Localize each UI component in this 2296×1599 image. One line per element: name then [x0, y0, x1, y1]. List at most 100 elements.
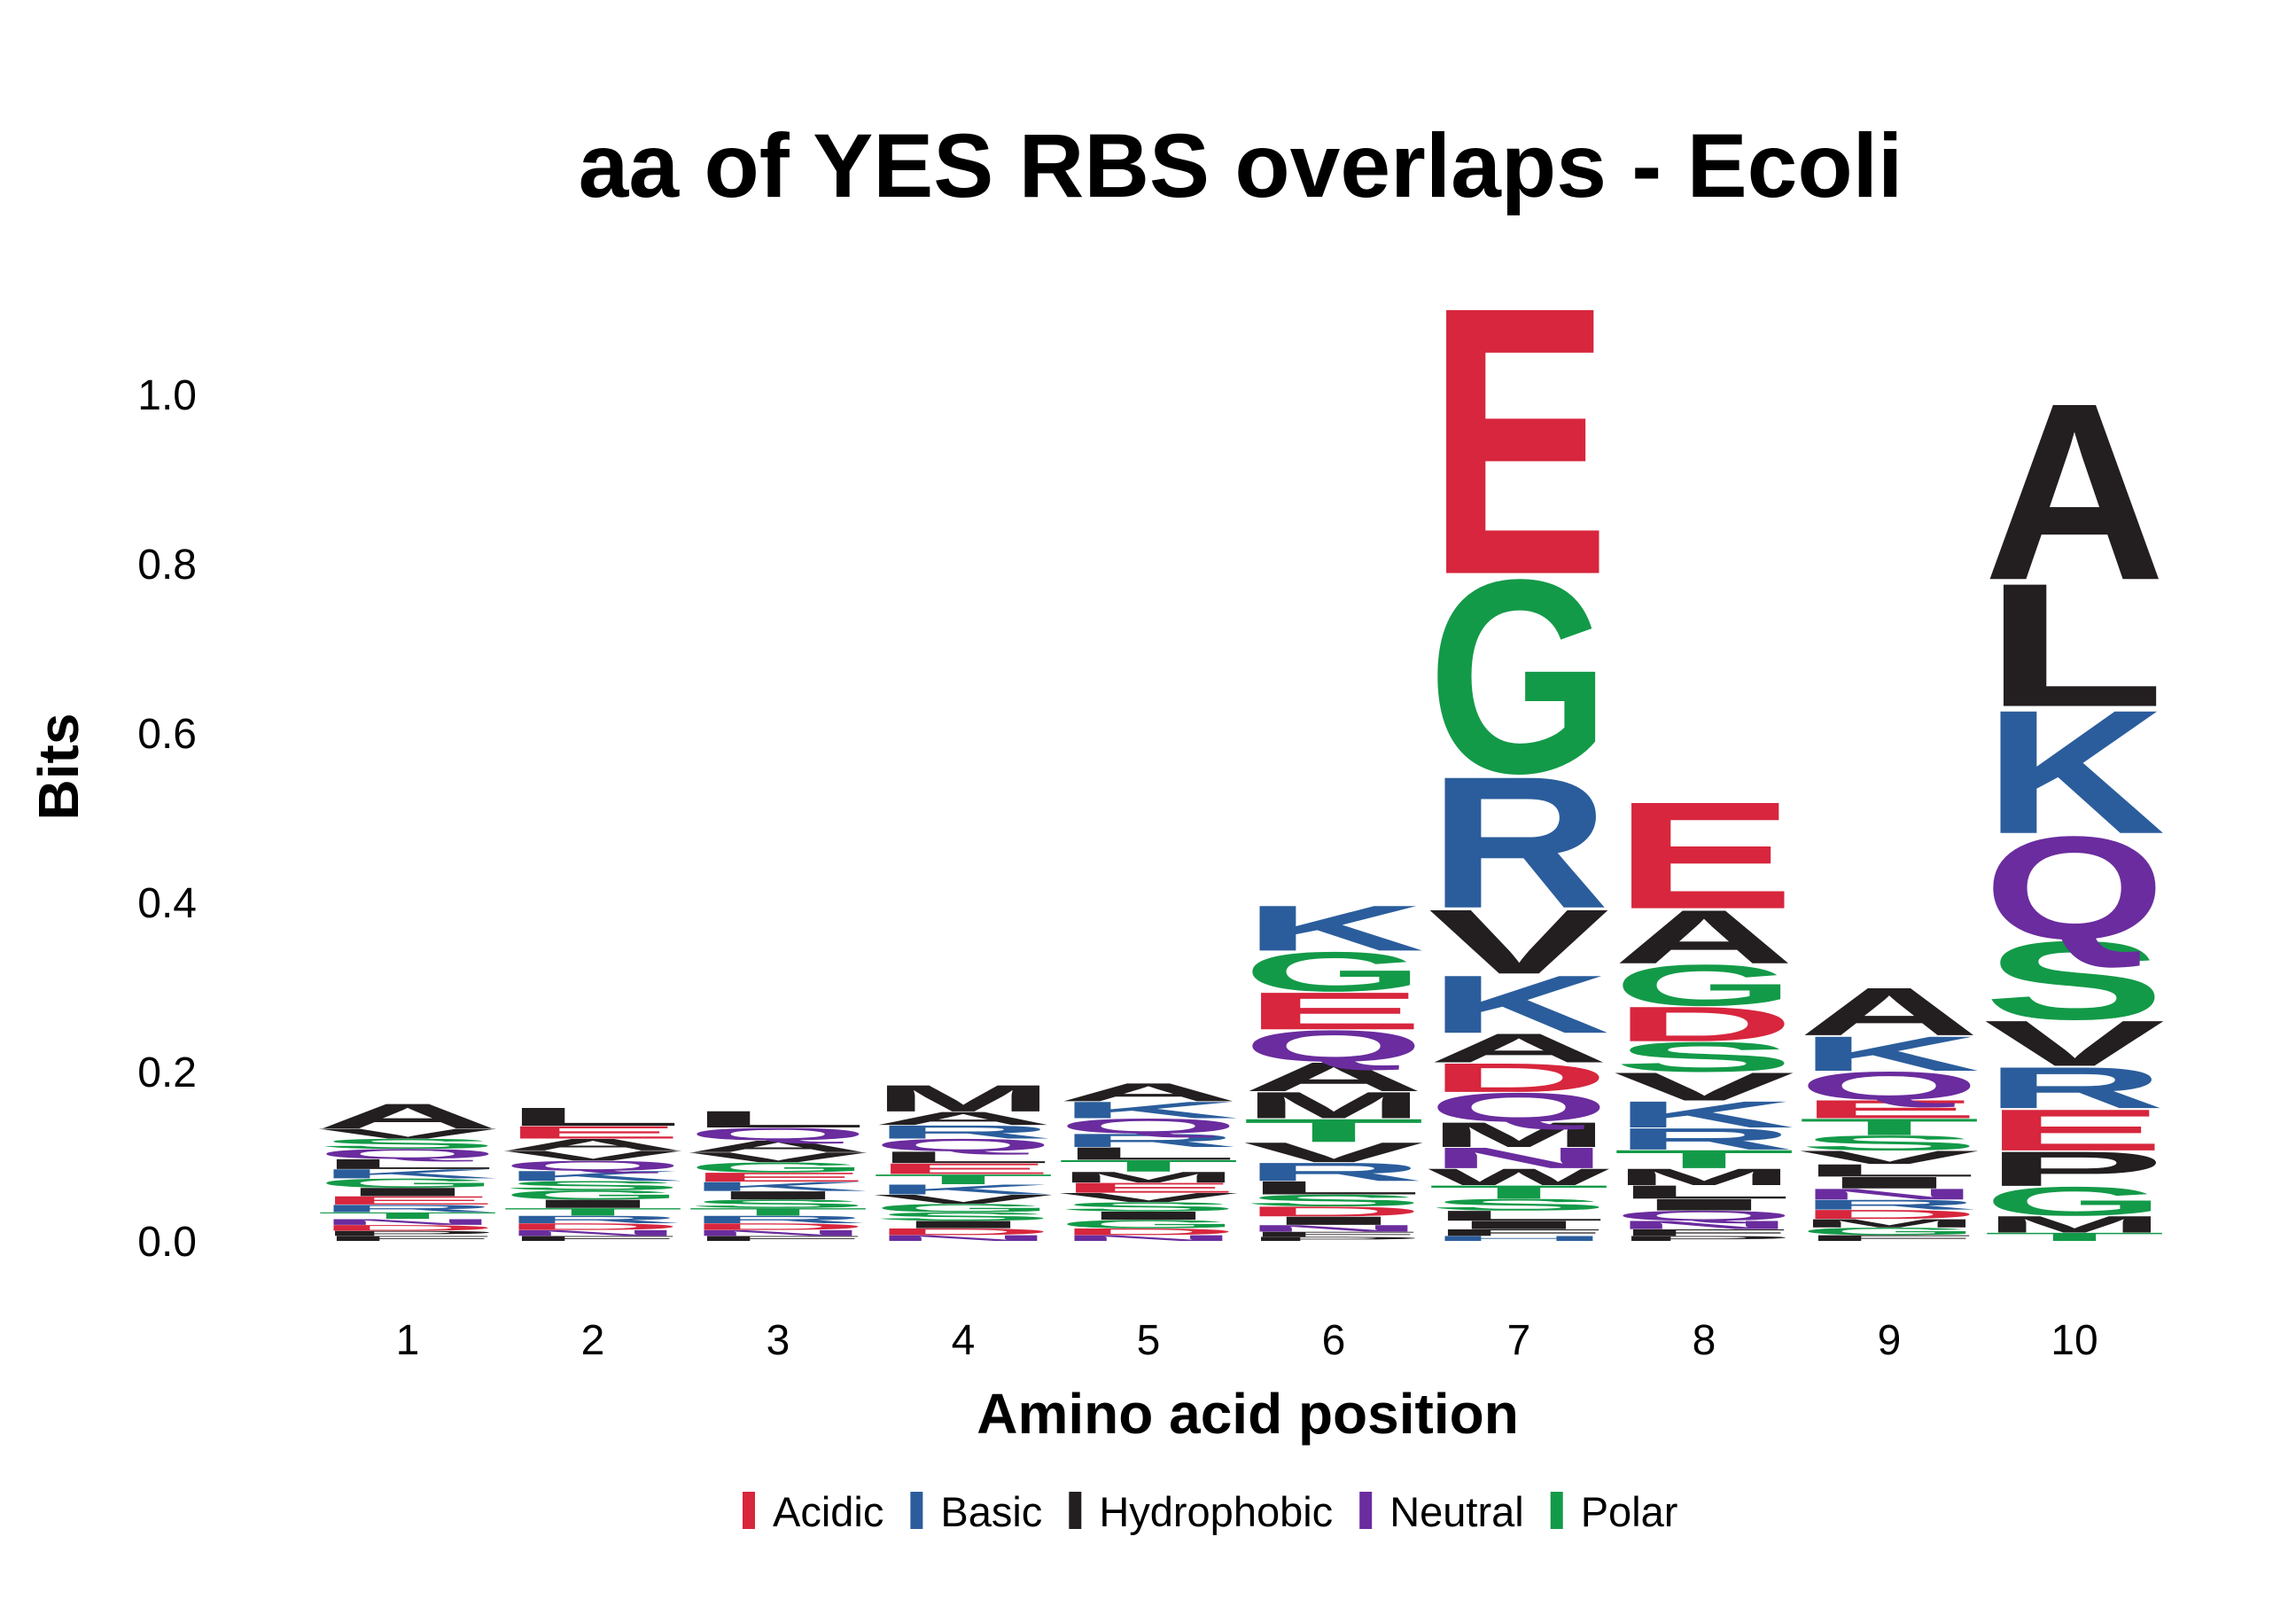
y-axis-title: Bits	[27, 714, 90, 821]
logo-letter: I	[688, 1189, 869, 1202]
logo-letter: P	[1243, 1236, 1425, 1242]
legend-swatch	[1550, 1492, 1563, 1529]
logo-letter: R	[873, 1121, 1055, 1143]
logo-letter: S	[1243, 1191, 1425, 1210]
logo-letter: E	[1058, 1180, 1240, 1196]
x-tick-label: 5	[1137, 1317, 1161, 1364]
logo-letter: M	[873, 1078, 1055, 1119]
logo-letter: S	[1428, 1196, 1610, 1214]
logo-letter: N	[688, 1228, 869, 1237]
logo-letter: G	[502, 1188, 684, 1202]
logo-letter: Q	[1614, 1208, 1795, 1224]
logo-letter: D	[1243, 1204, 1425, 1220]
logo-letter: K	[1614, 1094, 1795, 1135]
logo-letter: T	[1984, 1230, 2166, 1244]
logo-letter: L	[1428, 1208, 1610, 1224]
logo-letter: S	[688, 1197, 869, 1211]
logo-letter: S	[873, 1210, 1055, 1223]
logo-letter: R	[1058, 1130, 1240, 1151]
logo-letter: D	[502, 1221, 684, 1232]
x-tick-label: 1	[396, 1317, 420, 1364]
logo-letter: V	[317, 1126, 499, 1142]
logo-letter: M	[1984, 1212, 2166, 1238]
legend-item: Hydrophobic	[1069, 1488, 1333, 1535]
logo-letter: A	[1614, 894, 1795, 979]
logo-letter: T	[1614, 1145, 1795, 1174]
x-tick-label: 10	[2051, 1317, 2098, 1364]
logo-letter: G	[317, 1176, 499, 1190]
logo-letter: G	[873, 1202, 1055, 1215]
logo-letter: M	[1614, 1164, 1795, 1190]
logo-letter: R	[1799, 1197, 1981, 1213]
logo-letter: F	[317, 1235, 499, 1243]
legend-label: Hydrophobic	[1099, 1488, 1333, 1535]
legend: Acidic Basic Hydrophobic Neutral Polar	[743, 1488, 1677, 1535]
logo-letter: K	[1984, 673, 2166, 870]
logo-letter: N	[1428, 1142, 1610, 1174]
logo-letter: A	[1984, 351, 2166, 634]
legend-item: Acidic	[743, 1488, 883, 1535]
logo-letter: A	[502, 1135, 684, 1154]
logo-letter: T	[1243, 1112, 1425, 1150]
y-tick-label: 0.8	[137, 542, 197, 589]
logo-letter: F	[1799, 1234, 1981, 1243]
logo-letter: M	[1058, 1168, 1240, 1185]
logo-letter: D	[1799, 1207, 1981, 1221]
logo-letter: Q	[1058, 1114, 1240, 1138]
logo-letter: A	[688, 1137, 869, 1156]
legend-item: Neutral	[1359, 1488, 1524, 1535]
legend-swatch	[1359, 1492, 1373, 1529]
logo-letter: F	[1614, 1228, 1795, 1238]
logo-letter: V	[1799, 1147, 1981, 1168]
logo-letter: Q	[873, 1135, 1055, 1155]
logo-letter: V	[688, 1150, 869, 1166]
logo-letter: Q	[317, 1146, 499, 1162]
logo-letter: Q	[1428, 1085, 1610, 1131]
logo-letter: Q	[1984, 806, 2166, 970]
y-tick-label: 0.4	[137, 880, 197, 927]
logo-letter: R	[688, 1213, 869, 1225]
y-tick-label: 1.0	[137, 372, 197, 419]
logo-letter: K	[1799, 1026, 1981, 1081]
logo-letter: S	[1058, 1199, 1240, 1213]
logo-letter: L	[317, 1156, 499, 1172]
logo-letter: S	[1984, 918, 2166, 1043]
logo-letter: R	[1614, 1122, 1795, 1157]
logo-letter: M	[1243, 1084, 1425, 1126]
logo-letter: E	[502, 1123, 684, 1143]
logo-letter: E	[688, 1170, 869, 1184]
logo-letter: T	[1428, 1182, 1610, 1203]
logo-letter: S	[1799, 1131, 1981, 1155]
x-tick-label: 7	[1507, 1317, 1531, 1364]
logo-letter: T	[688, 1206, 869, 1218]
logo-letter: T	[873, 1172, 1055, 1188]
logo-letter: V	[1984, 1008, 2166, 1080]
logo-letter: I	[873, 1219, 1055, 1230]
logo-letter: D	[688, 1221, 869, 1232]
logo-letter: G	[1984, 1179, 2166, 1225]
logo-letter: R	[1428, 737, 1610, 948]
logo-letter: P	[317, 1229, 499, 1237]
legend-swatch	[1069, 1492, 1082, 1529]
logo-letter: L	[1984, 547, 2166, 744]
logo-letter: I	[1428, 1219, 1610, 1232]
logo-letter: R	[1984, 1055, 2166, 1120]
chart-title: aa of YES RBS overlaps - Ecoli	[579, 115, 1903, 216]
logo-letter: S	[317, 1136, 499, 1152]
logo-letter: L	[873, 1148, 1055, 1166]
logo-letter: N	[502, 1228, 684, 1237]
logo-letter: K	[688, 1179, 869, 1193]
logo-letter: G	[1799, 1225, 1981, 1236]
logo-letter: Q	[1799, 1064, 1981, 1108]
logo-letter: R	[502, 1213, 684, 1225]
logo-letter: N	[1799, 1186, 1981, 1203]
logo-letter: F	[502, 1235, 684, 1243]
logo-letter: T	[1799, 1114, 1981, 1141]
y-tick-label: 0.0	[137, 1219, 197, 1266]
